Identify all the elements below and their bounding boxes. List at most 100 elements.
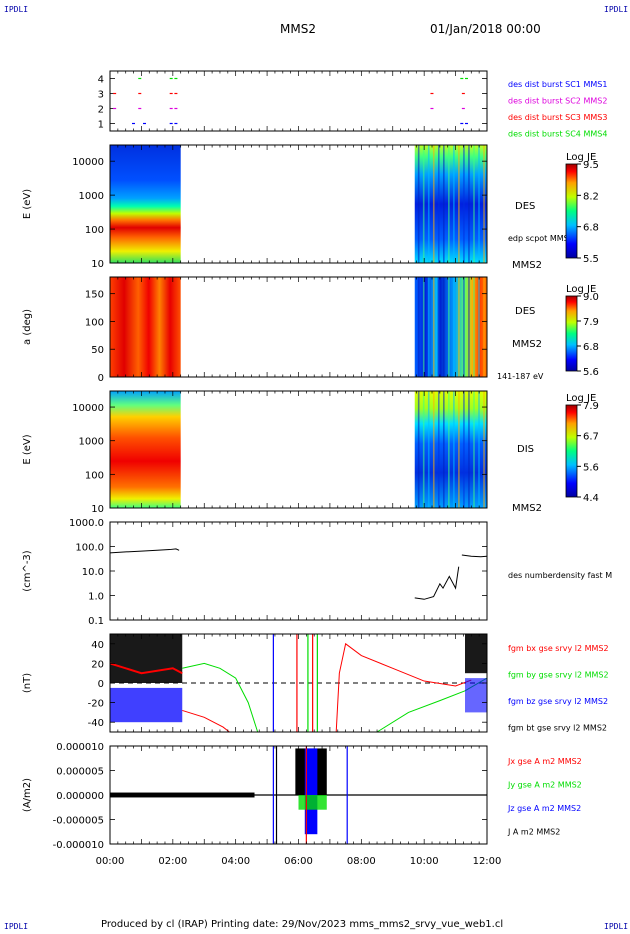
des_pitch-colorbar bbox=[565, 295, 578, 372]
dis_energy-streak bbox=[437, 391, 440, 508]
des_pitch-streak bbox=[478, 277, 480, 377]
magnetic_field-ytick-label: 0 bbox=[98, 679, 104, 690]
density-ytick-label: 1000.0 bbox=[69, 518, 104, 529]
legend-burst-2: des dist burst SC3 MMS3 bbox=[508, 113, 607, 122]
des_pitch-right-label: MMS2 bbox=[512, 339, 542, 350]
burst-ytick-label: 2 bbox=[98, 105, 104, 116]
dis_energy-right-label: MMS2 bbox=[512, 503, 542, 514]
bfield-bz-block-2 bbox=[465, 678, 487, 713]
dis_energy-streak bbox=[443, 391, 445, 508]
corner-label-bottom-left: IPDLI bbox=[4, 922, 29, 931]
current_density-ytick-label: 0.000005 bbox=[56, 767, 104, 778]
des_energy-ytick-label: 10000 bbox=[72, 157, 104, 168]
current_density-ytick-label: -0.000010 bbox=[53, 840, 104, 851]
current-jz-burst bbox=[304, 748, 318, 835]
des_energy-right-label: MMS2 bbox=[512, 260, 542, 271]
footer-credit: Produced by cl (IRAP) Printing date: 29/… bbox=[101, 919, 504, 930]
current_density-ylabel: (A/m2) bbox=[22, 778, 33, 812]
magnetic_field-ytick-label: -20 bbox=[88, 699, 104, 710]
magnetic_field-ytick-label: -40 bbox=[88, 718, 104, 729]
des_pitch-streak bbox=[453, 277, 455, 377]
density-line bbox=[109, 548, 180, 554]
des_energy-colorbar-tick-label: 5.5 bbox=[583, 254, 599, 265]
legend-density-0: des numberdensity fast M bbox=[508, 571, 612, 580]
bfield-bx-early bbox=[109, 662, 183, 675]
des_energy-colorbar-tick-label: 8.2 bbox=[583, 191, 599, 202]
des_energy-streak bbox=[473, 145, 475, 263]
des_energy-ytick-label: 100 bbox=[85, 225, 104, 236]
des_energy-colorbar-tick-label: 9.5 bbox=[583, 160, 599, 171]
legend-current_density-2: Jz gse A m2 MMS2 bbox=[507, 804, 581, 813]
legend-current_density-3: J A m2 MMS2 bbox=[507, 828, 560, 837]
dis_energy-ytick-label: 1000 bbox=[79, 437, 104, 448]
magnetic_field-ytick-label: 40 bbox=[91, 640, 104, 651]
des_energy-streak bbox=[478, 145, 480, 263]
des_energy-right-label: DES bbox=[515, 201, 535, 212]
des_energy-streak bbox=[417, 145, 420, 263]
des_pitch-ytick-label: 50 bbox=[91, 345, 104, 356]
des_energy-streak bbox=[443, 145, 445, 263]
des_pitch-right-label: DES bbox=[515, 306, 535, 317]
des_pitch-streak bbox=[448, 277, 450, 377]
des_energy-block-2 bbox=[414, 145, 487, 263]
des_energy-streak bbox=[437, 145, 440, 263]
dis_energy-colorbar-tick-label: 7.9 bbox=[583, 401, 599, 412]
des_pitch-streak bbox=[432, 277, 435, 377]
dis_energy-streak bbox=[417, 391, 420, 508]
density-frame bbox=[109, 521, 488, 621]
des_pitch-streak bbox=[417, 277, 420, 377]
bfield-bz-block bbox=[110, 687, 183, 723]
dis_energy-ytick-label: 10 bbox=[91, 504, 104, 515]
magnetic_field-ytick-label: 20 bbox=[91, 659, 104, 670]
dis_energy-block-1 bbox=[110, 391, 181, 508]
des_pitch-streak bbox=[443, 277, 445, 377]
dis_energy-streak bbox=[453, 391, 455, 508]
current_density-ytick-label: -0.000005 bbox=[53, 816, 104, 827]
des_pitch-ytick-label: 150 bbox=[85, 290, 104, 301]
des_energy-right-label: edp scpot MMS2 bbox=[508, 234, 574, 243]
time-tick-label: 08:00 bbox=[347, 856, 376, 867]
des_pitch-block-2 bbox=[414, 277, 487, 377]
bfield-bx-recovery bbox=[335, 642, 472, 733]
des_energy-streak bbox=[483, 145, 485, 263]
des_energy-streak bbox=[468, 145, 470, 263]
des_energy-colorbar-title: Log JE bbox=[566, 152, 596, 163]
des_pitch-streak bbox=[427, 277, 430, 377]
legend-burst-3: des dist burst SC4 MMS4 bbox=[508, 130, 607, 139]
des_pitch-block-1 bbox=[110, 277, 181, 377]
des_pitch-ytick-label: 100 bbox=[85, 317, 104, 328]
bfield-bt-block-2 bbox=[465, 634, 487, 674]
des_pitch-streak bbox=[458, 277, 460, 377]
des_energy-block-1 bbox=[110, 145, 181, 263]
des_pitch-ylabel: a (deg) bbox=[22, 309, 33, 345]
des_energy-streak bbox=[427, 145, 430, 263]
des_pitch-colorbar-title: Log JE bbox=[566, 284, 596, 295]
burst-frame bbox=[109, 70, 488, 132]
des_pitch-streak bbox=[422, 277, 425, 377]
legend-burst-1: des dist burst SC2 MMS2 bbox=[508, 97, 607, 106]
bfield-by-curve bbox=[182, 662, 259, 733]
des_energy-colorbar-tick-label: 6.8 bbox=[583, 223, 599, 234]
des_pitch-right-label: 141-187 eV bbox=[497, 372, 544, 381]
des_energy-ytick-label: 10 bbox=[91, 259, 104, 270]
bfield-bx-decay bbox=[182, 709, 230, 733]
dis_energy-streak bbox=[463, 391, 465, 508]
des_pitch-streak bbox=[437, 277, 440, 377]
burst-ytick-label: 3 bbox=[98, 90, 104, 101]
dis_energy-streak bbox=[427, 391, 430, 508]
legend-magnetic_field-1: fgm by gse srvy l2 MMS2 bbox=[508, 671, 609, 680]
dis_energy-streak bbox=[473, 391, 475, 508]
current_density-ytick-label: 0.000010 bbox=[56, 742, 104, 753]
time-tick-label: 10:00 bbox=[410, 856, 439, 867]
time-tick-label: 00:00 bbox=[96, 856, 125, 867]
corner-label-bottom-right: IPDLI bbox=[604, 922, 629, 931]
current_density-ytick-label: 0.000000 bbox=[56, 791, 104, 802]
des_pitch-colorbar-tick-label: 9.0 bbox=[583, 292, 599, 303]
des_pitch-streak bbox=[473, 277, 475, 377]
current-jy-burst bbox=[298, 795, 327, 810]
legend-magnetic_field-2: fgm bz gse srvy l2 MMS2 bbox=[508, 697, 608, 706]
des_energy-streak bbox=[448, 145, 450, 263]
density-ytick-label: 1.0 bbox=[88, 592, 104, 603]
des_energy-ylabel: E (eV) bbox=[22, 189, 33, 219]
